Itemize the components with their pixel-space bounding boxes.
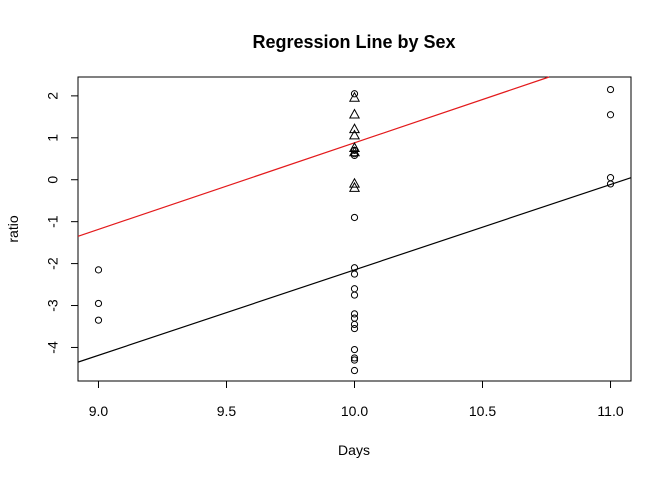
circle-point — [350, 291, 359, 299]
triangle-point — [348, 177, 361, 188]
red-regression-line — [77, 76, 550, 237]
triangle-point — [348, 108, 361, 119]
chart-title: Regression Line by Sex — [252, 32, 455, 52]
y-tick-label: -4 — [45, 341, 61, 354]
y-tick-label: -3 — [45, 299, 61, 312]
y-tick-label: -1 — [45, 215, 61, 228]
x-tick-label: 9.0 — [89, 403, 109, 419]
circle-point — [350, 310, 359, 318]
triangle-point — [348, 129, 361, 140]
circle-point — [350, 345, 359, 354]
circle-point — [606, 180, 615, 188]
circle-point — [350, 324, 359, 333]
circle-point — [606, 111, 615, 119]
circle-point — [94, 266, 103, 274]
x-tick-label: 11.0 — [597, 403, 623, 419]
circle-point — [350, 356, 359, 364]
x-tick-label: 9.5 — [217, 403, 237, 419]
circle-point — [350, 90, 359, 98]
triangle-point — [348, 181, 361, 192]
data-points — [94, 85, 615, 375]
y-tick-label: 1 — [45, 134, 61, 142]
circle-point — [350, 213, 359, 222]
circle-point — [606, 85, 615, 94]
x-tick-label: 10.0 — [341, 403, 368, 419]
circle-point — [94, 299, 103, 308]
y-tick-label: -2 — [45, 257, 61, 270]
circle-point — [606, 174, 615, 182]
x-axis-label: Days — [338, 442, 370, 458]
circle-point — [94, 316, 103, 324]
circle-point — [350, 285, 359, 293]
x-tick-label: 10.5 — [469, 403, 496, 419]
triangle-point — [348, 91, 361, 102]
circle-point — [350, 366, 359, 375]
y-axis-label: ratio — [5, 215, 21, 242]
y-tick-label: 2 — [45, 92, 61, 100]
y-tick-label: 0 — [45, 176, 61, 184]
circle-point — [350, 320, 359, 328]
regression-lines — [77, 76, 632, 363]
triangle-point — [348, 146, 361, 157]
triangle-point — [348, 123, 361, 134]
circle-point — [350, 270, 359, 278]
x-axis: 9.0 9.5 10.0 10.5 11.0 — [89, 380, 624, 419]
y-axis: -4 -3 -2 -1 0 1 2 — [45, 92, 79, 354]
plot-area-frame — [77, 76, 632, 382]
circle-point — [350, 354, 359, 362]
circle-point — [350, 314, 359, 322]
triangle-point — [348, 142, 361, 153]
black-regression-line — [77, 177, 632, 363]
